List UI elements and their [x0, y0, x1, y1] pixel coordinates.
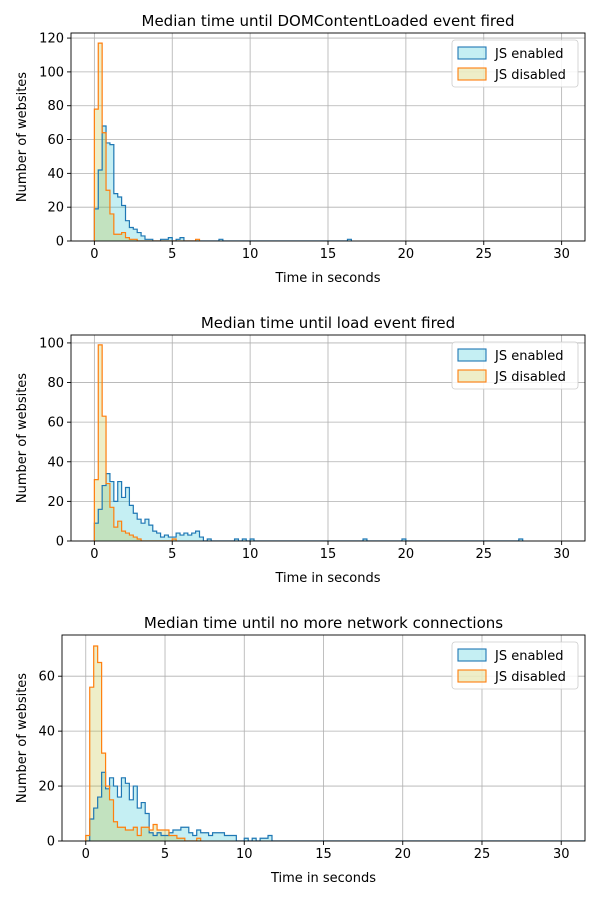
- y-tick-label: 20: [38, 780, 55, 795]
- x-tick-label: 0: [90, 247, 98, 262]
- x-tick-label: 5: [168, 247, 176, 262]
- legend-label: JS disabled: [494, 68, 566, 83]
- histogram-step-series-1: [85, 645, 202, 841]
- x-tick-label: 5: [168, 547, 176, 562]
- chart-panel: 0 5 10 15 20 25 30 0 20 40 60 80 100 Median time unti…: [15, 314, 586, 586]
- x-tick-label: 10: [242, 247, 259, 262]
- histogram-step-series-1: [93, 42, 201, 241]
- x-tick-label: 30: [553, 847, 570, 862]
- y-tick-label: 120: [39, 32, 64, 47]
- y-tick-label: 0: [56, 535, 64, 550]
- y-tick-label: 20: [47, 201, 64, 216]
- histogram-fill-series-1: [94, 344, 177, 541]
- histogram-fill-series-0: [94, 473, 523, 541]
- legend-swatch: [457, 648, 487, 662]
- x-tick-label: 5: [161, 847, 169, 862]
- legend-label: JS disabled: [494, 670, 566, 685]
- chart-panel: 0 5 10 15 20 25 30 0 20 40 60 Median time until no …: [15, 614, 586, 886]
- y-axis-label: Number of websites: [15, 673, 30, 803]
- histogram-step-series-0: [93, 125, 352, 241]
- legend-swatch: [457, 67, 487, 81]
- y-tick-label: 80: [47, 99, 64, 114]
- x-tick-label: 10: [242, 547, 259, 562]
- x-tick-label: 25: [474, 847, 491, 862]
- y-tick-label: 100: [39, 65, 64, 80]
- y-tick-label: 80: [47, 376, 64, 391]
- x-tick-label: 10: [236, 847, 253, 862]
- x-tick-label: 0: [90, 547, 98, 562]
- histogram-area: [93, 344, 524, 541]
- x-axis-label: Time in seconds: [274, 271, 380, 286]
- x-axis-label: Time in seconds: [274, 571, 380, 586]
- y-tick-label: 20: [47, 495, 64, 510]
- histogram-fill-series-1: [94, 43, 200, 241]
- legend: JS enabled JS disabled: [451, 641, 579, 690]
- legend-swatch: [457, 369, 487, 383]
- legend-box: [451, 341, 579, 390]
- legend-label: JS enabled: [494, 649, 564, 664]
- legend-swatch: [457, 348, 487, 362]
- chart-title: Median time until no more network connec…: [144, 614, 503, 632]
- legend: JS enabled JS disabled: [451, 341, 579, 390]
- histogram-step-series-0: [93, 473, 524, 541]
- x-tick-label: 15: [315, 847, 332, 862]
- x-tick-label: 20: [394, 847, 411, 862]
- legend: JS enabled JS disabled: [451, 39, 579, 88]
- histogram-area: [93, 42, 352, 241]
- histogram-step-series-0: [85, 771, 585, 841]
- histogram-fill-series-0: [94, 126, 352, 241]
- x-tick-label: 30: [553, 247, 570, 262]
- y-axis-label: Number of websites: [15, 72, 30, 202]
- y-axis-label: Number of websites: [15, 373, 30, 503]
- legend-box: [451, 39, 579, 88]
- histogram-fill-series-1: [85, 645, 201, 841]
- legend-box: [451, 641, 579, 690]
- legend-label: JS enabled: [494, 47, 564, 62]
- x-tick-label: 20: [398, 547, 415, 562]
- x-tick-label: 0: [82, 847, 90, 862]
- legend-label: JS enabled: [494, 349, 564, 364]
- y-tick-label: 0: [56, 235, 64, 250]
- y-tick-label: 0: [47, 835, 55, 850]
- y-tick-label: 100: [39, 336, 64, 351]
- legend-swatch: [457, 46, 487, 60]
- x-tick-label: 30: [553, 547, 570, 562]
- y-tick-label: 40: [38, 725, 55, 740]
- x-tick-label: 15: [320, 247, 337, 262]
- x-tick-label: 25: [475, 247, 492, 262]
- y-tick-label: 60: [47, 133, 64, 148]
- x-axis-label: Time in seconds: [270, 871, 376, 886]
- legend-label: JS disabled: [494, 370, 566, 385]
- histogram-area: [85, 645, 585, 841]
- histogram-step-series-1: [93, 344, 177, 541]
- x-tick-label: 15: [320, 547, 337, 562]
- chart-title: Median time until DOMContentLoaded event…: [142, 12, 515, 30]
- legend-swatch: [457, 669, 487, 683]
- x-tick-label: 20: [398, 247, 415, 262]
- chart-panel: 0 5 10 15 20 25 30 0 20 40 60 80 100 120 Median time u…: [15, 12, 586, 286]
- y-tick-label: 60: [47, 416, 64, 431]
- histogram-fill-series-0: [85, 772, 585, 841]
- y-tick-label: 60: [38, 670, 55, 685]
- x-tick-label: 25: [475, 547, 492, 562]
- y-tick-label: 40: [47, 455, 64, 470]
- chart-title: Median time until load event fired: [201, 314, 455, 332]
- y-tick-label: 40: [47, 167, 64, 182]
